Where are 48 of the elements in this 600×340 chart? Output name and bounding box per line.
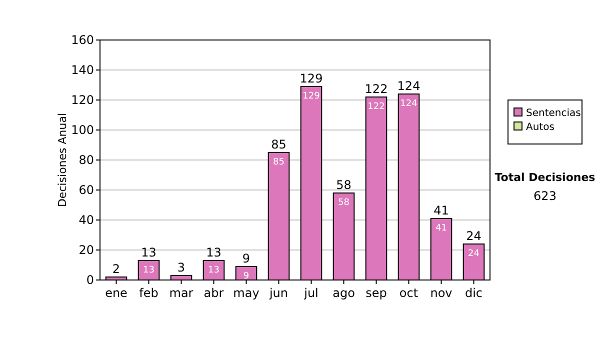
total-label: 41 [434,204,449,218]
x-tick-label: mar [169,286,194,300]
text: Total Decisiones [494,171,596,184]
legend-label: Autos [526,122,554,133]
y-tick-label: 40 [78,213,94,228]
x-tick-label: feb [139,286,158,300]
total-label: 24 [466,229,482,243]
total-label: 2 [112,262,120,276]
x-tick-label: may [233,286,260,300]
total-label: 13 [206,246,222,260]
x-tick-label: ene [105,286,128,300]
y-tick-label: 0 [86,273,94,288]
x-tick-label: abr [204,286,224,300]
x-tick-label: nov [430,286,452,300]
data-label: 58 [338,198,350,208]
total-label: 3 [177,260,186,274]
total-label: 9 [242,252,250,266]
y-tick-label: 120 [71,93,94,108]
data-label: 85 [273,158,284,168]
total-label: 85 [271,138,286,152]
y-axis-title: Decisiones Anual [56,112,69,208]
y-tick-label: 20 [78,243,94,258]
data-label: 41 [436,224,447,234]
total-label: 124 [397,79,420,93]
data-label: 124 [400,99,418,109]
x-tick-label: dic [464,286,483,300]
y-tick-label: 160 [71,33,94,48]
total-label: 58 [336,178,352,192]
total-label: 122 [364,82,388,96]
x-tick-label: sep [366,286,387,300]
data-label: 122 [368,102,385,112]
x-tick-label: oct [399,286,418,300]
x-tick-label: jun [268,286,288,300]
data-label: 13 [208,266,220,276]
y-tick-label: 60 [78,183,94,198]
data-label: 13 [143,266,154,276]
legend-label: Sentencias [526,108,581,119]
y-tick-label: 80 [78,153,94,168]
y-tick-label: 100 [71,123,94,138]
x-tick-label: jul [303,286,318,300]
x-tick-label: ago [332,286,355,300]
y-tick-label: 140 [71,63,94,78]
data-label: 129 [302,92,320,102]
total-label: 129 [300,72,323,86]
data-label: 9 [243,272,250,282]
total-label: 13 [141,246,156,260]
text: 623 [534,189,556,203]
data-label: 24 [468,249,480,259]
